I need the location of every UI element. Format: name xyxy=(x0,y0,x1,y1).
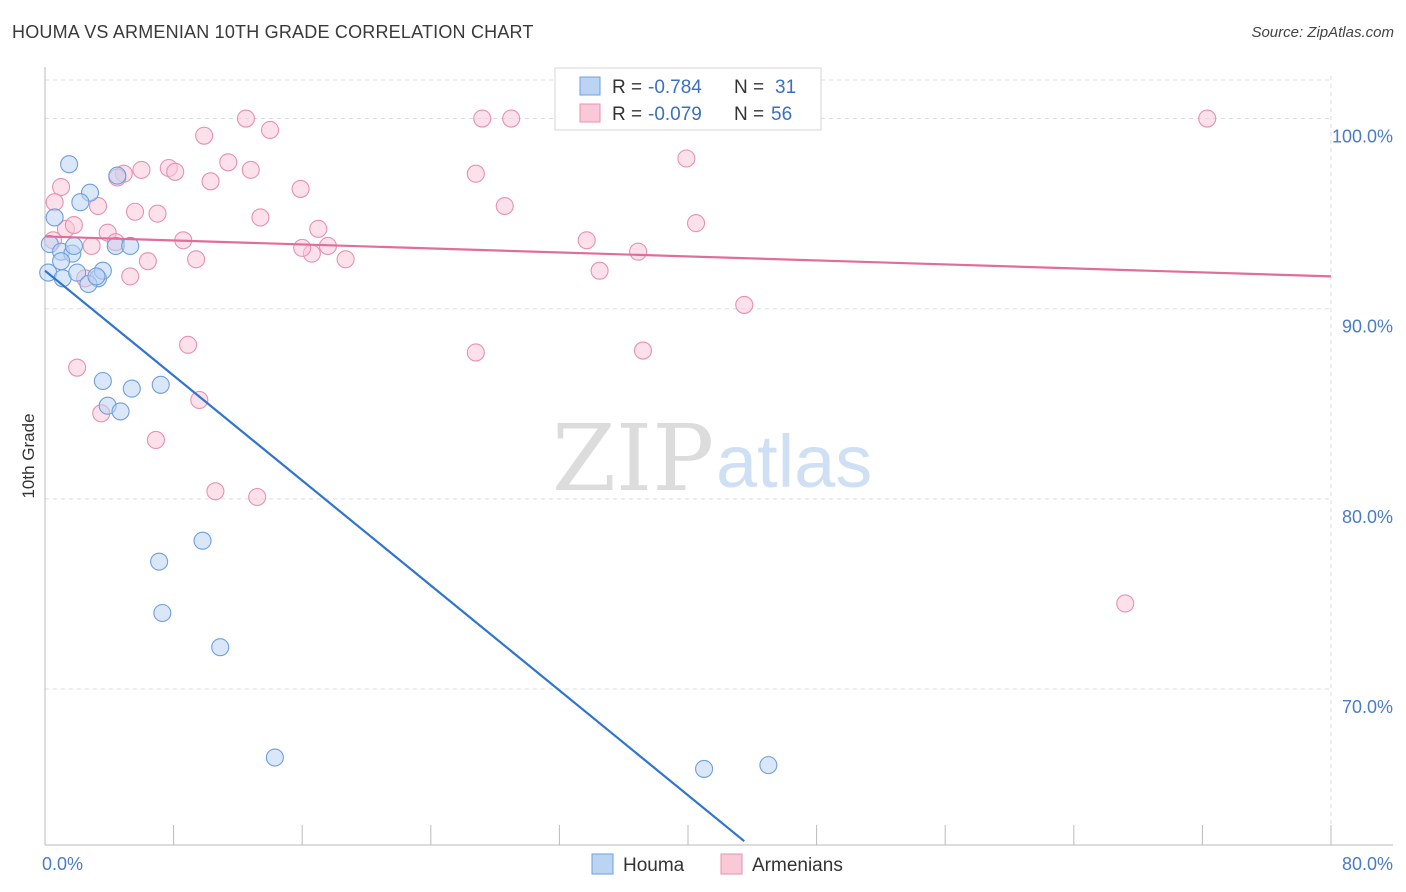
point-armenians-19 xyxy=(88,196,108,216)
point-houma-9 xyxy=(64,236,83,256)
trend-line-armenians xyxy=(44,235,1332,278)
point-armenians-52 xyxy=(206,482,225,501)
legend-n-label-armenians: N = xyxy=(734,104,764,125)
ticks-layer: 100.0% 90.0% 80.0% 70.0% 0.0% 80.0% xyxy=(42,127,1393,874)
watermark-zip: ZIP xyxy=(552,405,714,512)
series-legend-label-armenians: Armenians xyxy=(752,855,843,876)
y-tick-label-0: 100.0% xyxy=(1332,127,1393,147)
point-armenians-6 xyxy=(260,120,280,140)
point-armenians-41 xyxy=(121,267,140,286)
point-houma-3 xyxy=(108,166,127,185)
legend-swatch-houma xyxy=(579,76,601,96)
point-armenians-24 xyxy=(686,214,706,233)
point-armenians-15 xyxy=(201,172,220,191)
point-armenians-48 xyxy=(68,358,87,377)
point-armenians-43 xyxy=(735,295,754,314)
point-armenians-13 xyxy=(466,164,485,183)
point-houma-27 xyxy=(211,638,230,657)
point-armenians-42 xyxy=(590,261,609,280)
point-armenians-10 xyxy=(166,162,185,181)
point-houma-21 xyxy=(122,379,141,398)
legend-r-label-houma: R = xyxy=(612,77,642,98)
legend-swatch-armenians xyxy=(579,103,601,123)
point-armenians-37 xyxy=(629,242,648,261)
point-houma-11 xyxy=(121,236,140,256)
point-houma-29 xyxy=(695,759,714,778)
trend-layer xyxy=(44,235,1332,843)
point-houma-30 xyxy=(759,756,778,775)
watermark: ZIP atlas xyxy=(552,405,872,512)
chart-source: Source: ZipAtlas.com xyxy=(1251,24,1394,41)
point-armenians-40 xyxy=(336,250,355,269)
point-armenians-8 xyxy=(132,160,151,179)
y-axis-label: 10th Grade xyxy=(19,413,38,498)
legend-r-value-armenians: -0.079 xyxy=(648,104,702,125)
point-armenians-23 xyxy=(495,196,514,216)
point-houma-26 xyxy=(153,603,172,623)
series-legend: Houma Armenians xyxy=(591,853,843,876)
y-tick-label-2: 80.0% xyxy=(1342,507,1393,527)
y-tick-label-3: 70.0% xyxy=(1342,697,1393,717)
point-houma-4 xyxy=(45,208,64,227)
point-armenians-0 xyxy=(236,109,255,128)
series-legend-label-houma: Houma xyxy=(623,855,685,876)
point-houma-24 xyxy=(193,531,212,550)
point-armenians-54 xyxy=(1116,594,1135,613)
point-armenians-4 xyxy=(1198,109,1217,128)
point-armenians-21 xyxy=(148,204,167,223)
point-houma-20 xyxy=(151,375,170,394)
series-legend-swatch-armenians xyxy=(720,853,743,875)
point-houma-18 xyxy=(87,267,106,286)
trend-line-houma xyxy=(44,269,745,843)
stats-legend: R = -0.784 N = 31 R = -0.079 N = 56 xyxy=(554,67,822,131)
watermark-atlas: atlas xyxy=(716,420,872,503)
point-armenians-36 xyxy=(293,238,312,257)
point-houma-25 xyxy=(150,552,169,571)
point-armenians-39 xyxy=(187,250,206,269)
point-armenians-46 xyxy=(466,343,485,362)
legend-n-value-houma: 31 xyxy=(775,77,796,98)
point-armenians-20 xyxy=(125,202,145,221)
legend-n-label-houma: N = xyxy=(734,77,764,98)
point-armenians-5 xyxy=(195,126,214,145)
point-houma-2 xyxy=(71,193,90,212)
point-armenians-16 xyxy=(291,179,310,198)
point-armenians-1 xyxy=(473,109,492,128)
point-armenians-55 xyxy=(677,149,696,168)
point-houma-23 xyxy=(111,402,130,421)
point-armenians-53 xyxy=(248,487,267,507)
point-armenians-51 xyxy=(146,430,165,449)
point-armenians-14 xyxy=(52,177,71,197)
point-armenians-2 xyxy=(502,109,521,128)
point-armenians-12 xyxy=(241,160,260,179)
point-armenians-7 xyxy=(219,153,238,172)
point-armenians-38 xyxy=(138,252,157,271)
points-layer xyxy=(39,109,1217,778)
point-houma-14 xyxy=(68,263,87,282)
chart-title: HOUMA VS ARMENIAN 10TH GRADE CORRELATION… xyxy=(12,22,534,42)
point-armenians-30 xyxy=(82,236,101,256)
point-houma-28 xyxy=(265,748,284,767)
point-armenians-34 xyxy=(577,231,596,250)
y-tick-label-1: 90.0% xyxy=(1342,317,1393,337)
point-armenians-18 xyxy=(45,193,64,212)
point-houma-0 xyxy=(60,155,79,174)
series-legend-swatch-houma xyxy=(591,853,614,875)
x-tick-label-0: 0.0% xyxy=(42,854,83,874)
axes-layer xyxy=(44,67,1393,846)
legend-r-label-armenians: R = xyxy=(612,104,642,125)
x-tick-label-1: 80.0% xyxy=(1342,854,1393,874)
point-armenians-47 xyxy=(633,341,653,360)
point-armenians-26 xyxy=(64,216,83,235)
point-houma-19 xyxy=(93,371,112,391)
point-armenians-49 xyxy=(190,390,209,410)
legend-r-value-houma: -0.784 xyxy=(648,77,702,98)
point-armenians-22 xyxy=(251,208,270,227)
legend-n-value-armenians: 56 xyxy=(771,104,792,125)
point-armenians-28 xyxy=(309,219,328,238)
point-armenians-45 xyxy=(179,335,198,354)
